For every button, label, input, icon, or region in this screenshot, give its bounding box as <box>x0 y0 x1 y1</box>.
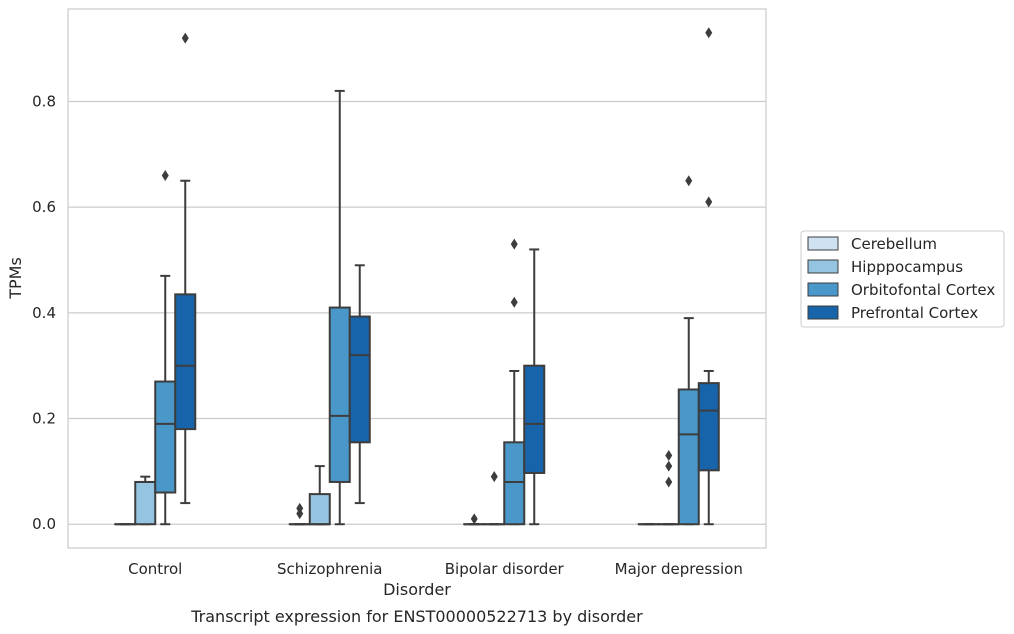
box-group <box>697 27 720 526</box>
box-group <box>483 471 506 526</box>
box-group <box>328 89 351 526</box>
x-tick-label: Bipolar disorder <box>445 560 565 578</box>
outlier-point <box>470 513 478 525</box>
outlier-point <box>181 32 189 44</box>
outlier-point <box>685 175 693 187</box>
box-group <box>463 513 486 526</box>
box-iqr <box>503 441 526 526</box>
outlier-point <box>665 476 673 488</box>
outlier-point <box>510 296 518 308</box>
legend-items: Cerebellum Hipppocampus Orbitofontal Corte… <box>807 235 995 322</box>
box-groups <box>114 27 720 526</box>
figure-caption: Transcript expression for ENST0000052271… <box>190 607 643 626</box>
box-iqr <box>348 315 371 444</box>
box-iqr <box>308 493 331 526</box>
box-iqr <box>174 293 197 431</box>
x-axis-label: Disorder <box>383 580 451 599</box>
box-iqr <box>677 388 700 526</box>
outlier-point <box>665 460 673 472</box>
outlier-point <box>705 27 713 39</box>
box-group <box>503 238 526 526</box>
y-tick-label: 0.8 <box>32 92 56 110</box>
legend: Cerebellum Hipppocampus Orbitofontal Corte… <box>800 230 1005 328</box>
y-axis-label: TPMs <box>6 257 25 300</box>
legend-frame <box>800 230 1005 328</box>
outlier-point <box>296 502 304 514</box>
box-iqr <box>328 306 351 483</box>
box-iqr <box>134 480 157 526</box>
plot-area-frame <box>67 8 767 549</box>
box-group <box>523 248 546 526</box>
legend-label: Cerebellum <box>851 235 937 253</box>
box-group <box>134 475 157 526</box>
legend-swatch <box>807 305 839 320</box>
outlier-point <box>665 450 673 462</box>
box-iqr <box>154 380 177 494</box>
box-group <box>348 264 371 505</box>
y-tick-label: 0.2 <box>32 410 56 428</box>
legend-swatch <box>807 282 839 297</box>
legend-label: Prefrontal Cortex <box>851 304 978 322</box>
outlier-point <box>161 169 169 181</box>
x-tick-label: Major depression <box>615 560 743 578</box>
legend-label: Orbitofontal Cortex <box>851 281 995 299</box>
y-axis-ticks: 0.0 0.2 0.4 0.6 0.8 <box>32 92 56 533</box>
box-group <box>174 32 197 505</box>
legend-swatch <box>807 236 839 251</box>
x-tick-label: Control <box>128 560 182 578</box>
box-iqr <box>697 382 720 472</box>
y-tick-label: 0.4 <box>32 304 56 322</box>
legend-label: Hipppocampus <box>851 258 963 276</box>
y-tick-label: 0.6 <box>32 198 56 216</box>
y-tick-label: 0.0 <box>32 515 56 533</box>
x-tick-label: Schizophrenia <box>277 560 382 578</box>
outlier-point <box>490 471 498 483</box>
x-axis-ticks: Control Schizophrenia Bipolar disorder Majo… <box>128 560 743 578</box>
outlier-point <box>510 238 518 250</box>
outlier-point <box>705 196 713 208</box>
box-group <box>154 169 177 526</box>
box-iqr <box>523 364 546 474</box>
legend-swatch <box>807 259 839 274</box>
box-group <box>308 465 331 526</box>
